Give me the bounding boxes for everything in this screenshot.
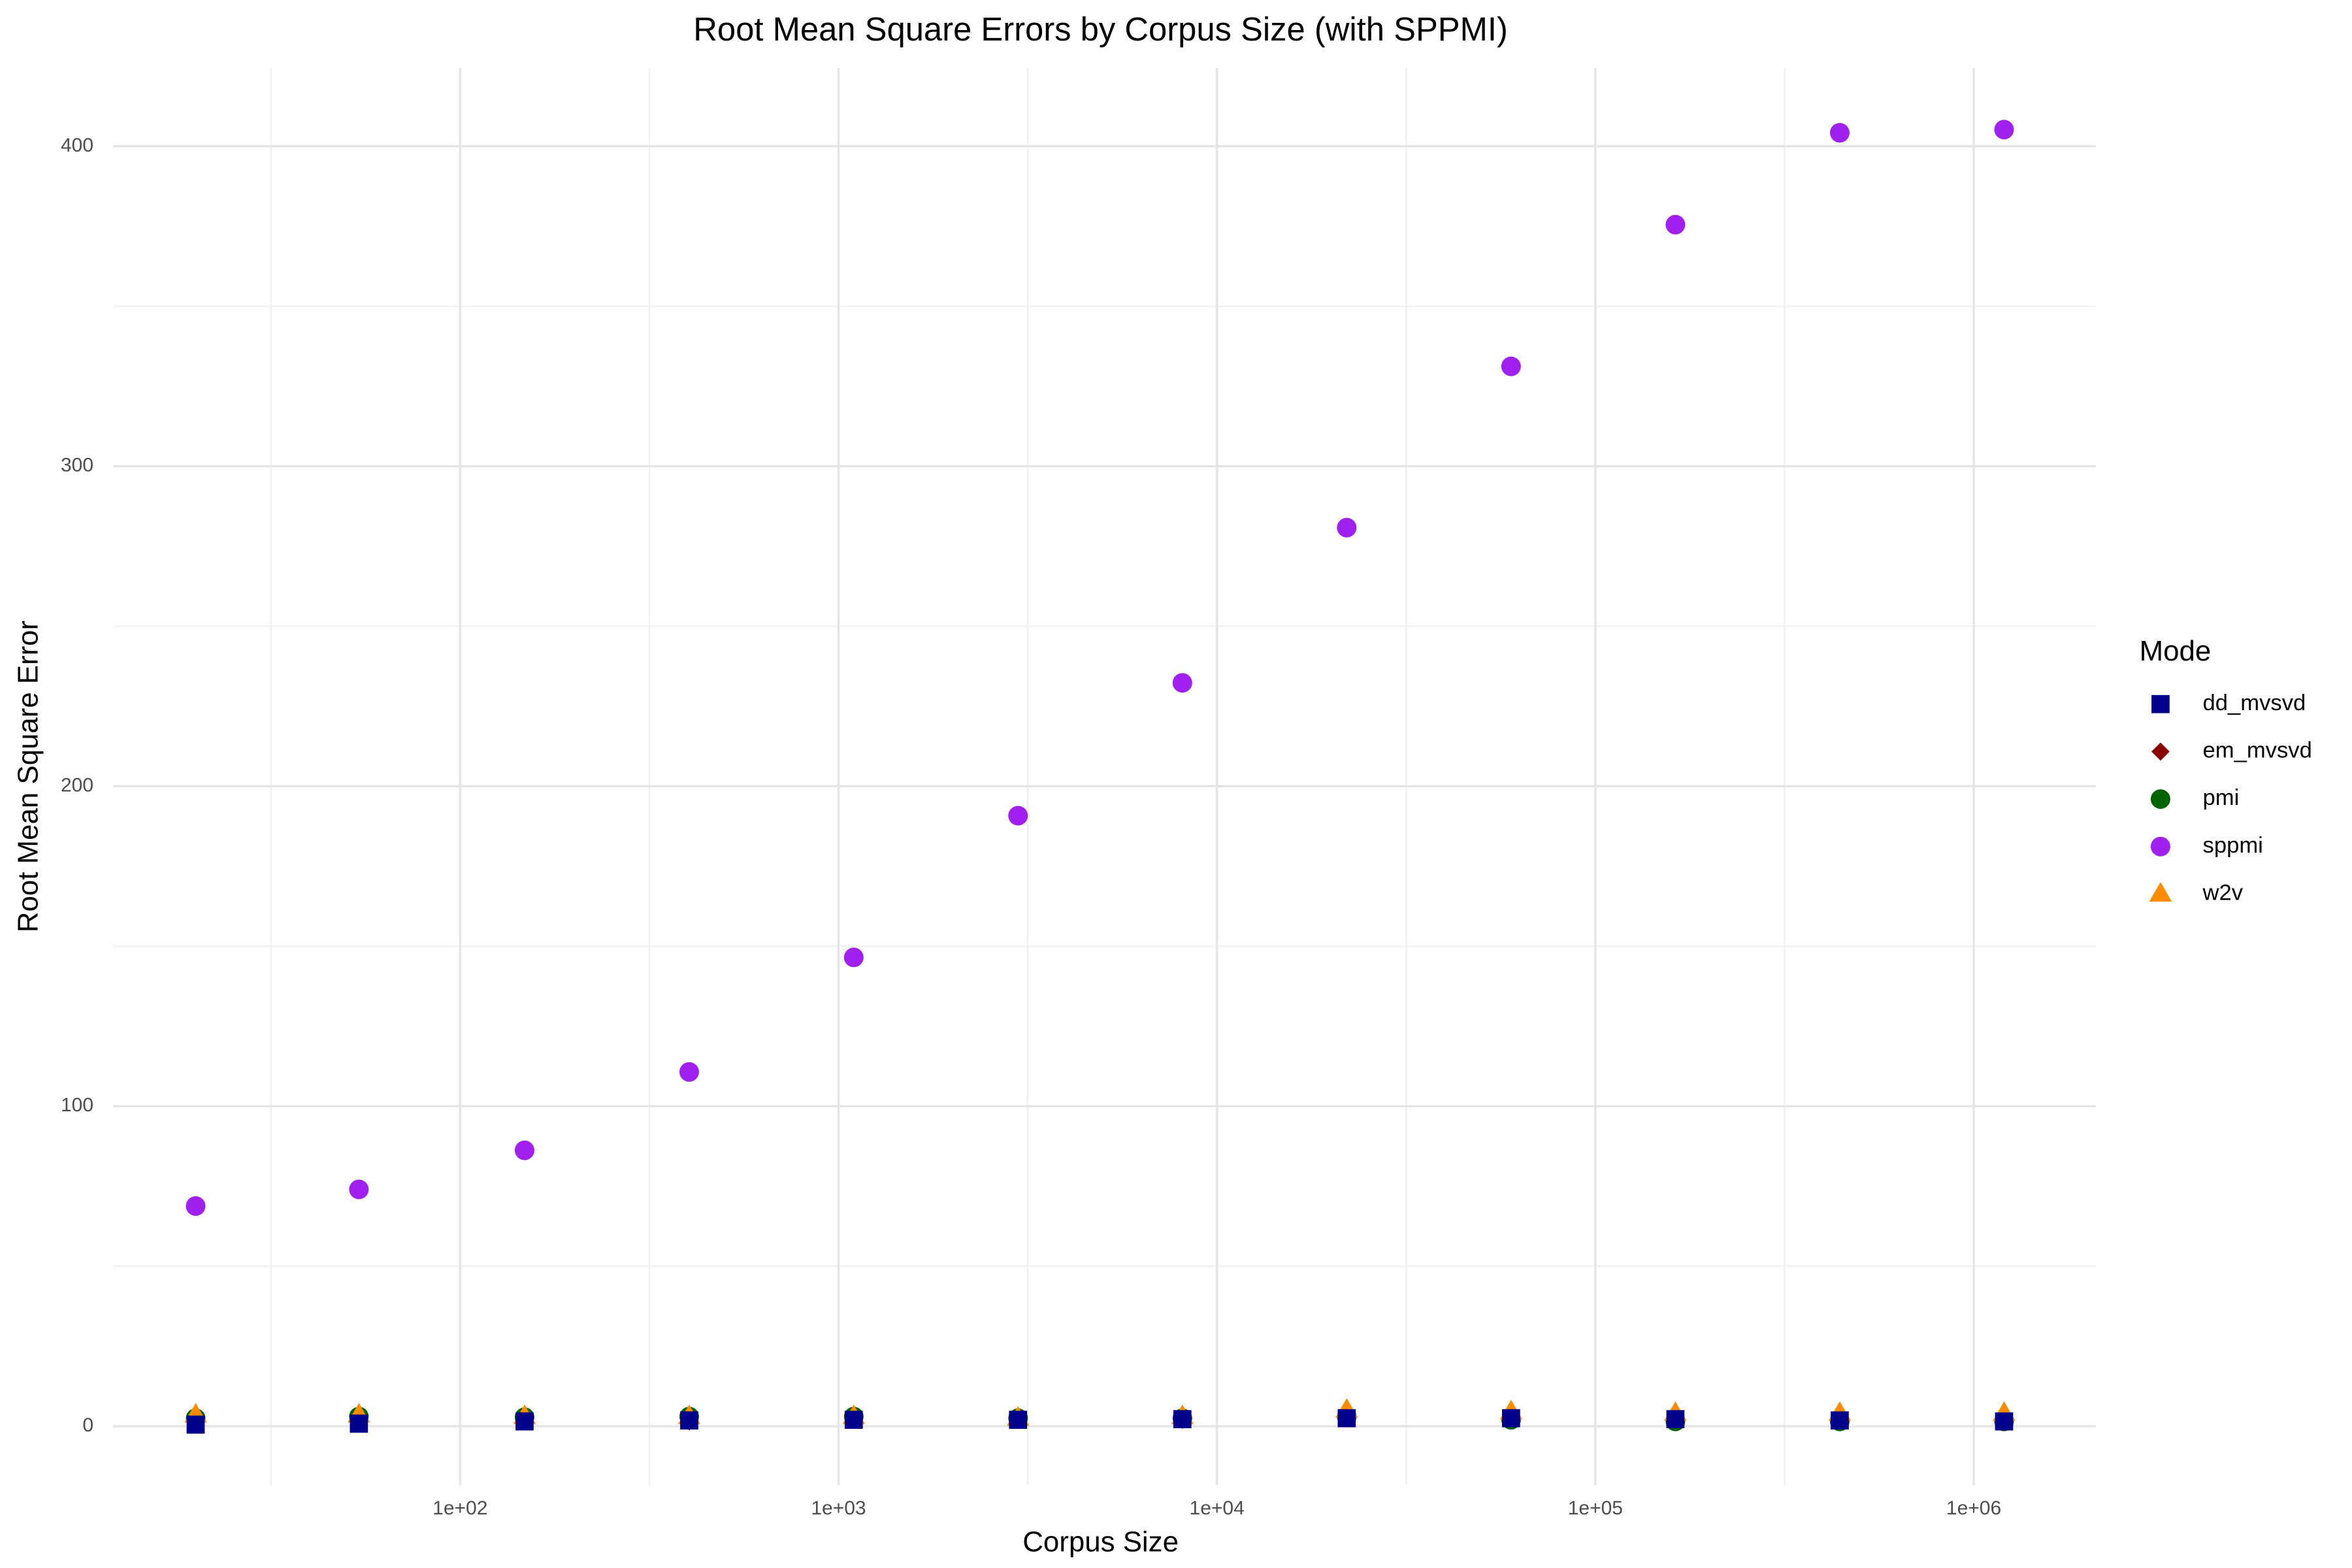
legend-symbol — [2150, 836, 2170, 857]
point — [186, 1415, 205, 1434]
legend-symbol — [2150, 789, 2170, 809]
x-tick-label: 1e+03 — [811, 1497, 866, 1519]
point — [843, 947, 864, 968]
point — [186, 1196, 206, 1216]
point — [1009, 1411, 1028, 1429]
point — [1995, 1412, 2014, 1431]
y-tick-label: 100 — [61, 1094, 93, 1116]
point — [1831, 1411, 1849, 1429]
point — [1829, 123, 1850, 143]
x-tick-label: 1e+05 — [1568, 1497, 1623, 1519]
point — [1501, 356, 1521, 376]
point — [679, 1062, 699, 1082]
legend-label: em_mvsvd — [2203, 738, 2312, 763]
point — [1994, 120, 2014, 140]
chart-title: Root Mean Square Errors by Corpus Size (… — [693, 10, 1508, 48]
point — [1337, 517, 1357, 538]
point — [1008, 806, 1028, 826]
point — [1173, 1410, 1192, 1429]
point — [1666, 1410, 1685, 1429]
legend-label: w2v — [2202, 881, 2244, 906]
point — [1665, 214, 1686, 235]
legend-label: sppmi — [2203, 833, 2263, 858]
legend-symbol — [2151, 742, 2170, 761]
legend-label: dd_mvsvd — [2203, 691, 2306, 715]
y-tick-label: 200 — [61, 774, 93, 796]
point — [1172, 673, 1192, 693]
point — [514, 1140, 534, 1160]
legend-label: pmi — [2203, 785, 2240, 810]
y-tick-label: 0 — [82, 1414, 93, 1436]
point — [350, 1414, 368, 1433]
point — [349, 1179, 369, 1200]
x-tick-label: 1e+02 — [433, 1497, 487, 1519]
legend-symbol — [2149, 882, 2172, 902]
point — [680, 1411, 698, 1429]
point — [515, 1412, 534, 1431]
x-axis-label: Corpus Size — [1022, 1526, 1179, 1558]
y-axis-label: Root Mean Square Error — [12, 621, 44, 932]
x-tick-label: 1e+04 — [1190, 1497, 1245, 1519]
point — [1337, 1409, 1356, 1428]
x-tick-label: 1e+06 — [1946, 1497, 2001, 1519]
point — [1502, 1409, 1520, 1428]
y-tick-label: 400 — [61, 135, 93, 156]
legend-title: Mode — [2140, 635, 2212, 667]
legend-symbol — [2151, 694, 2170, 713]
y-tick-label: 300 — [61, 455, 93, 476]
point — [844, 1411, 863, 1429]
